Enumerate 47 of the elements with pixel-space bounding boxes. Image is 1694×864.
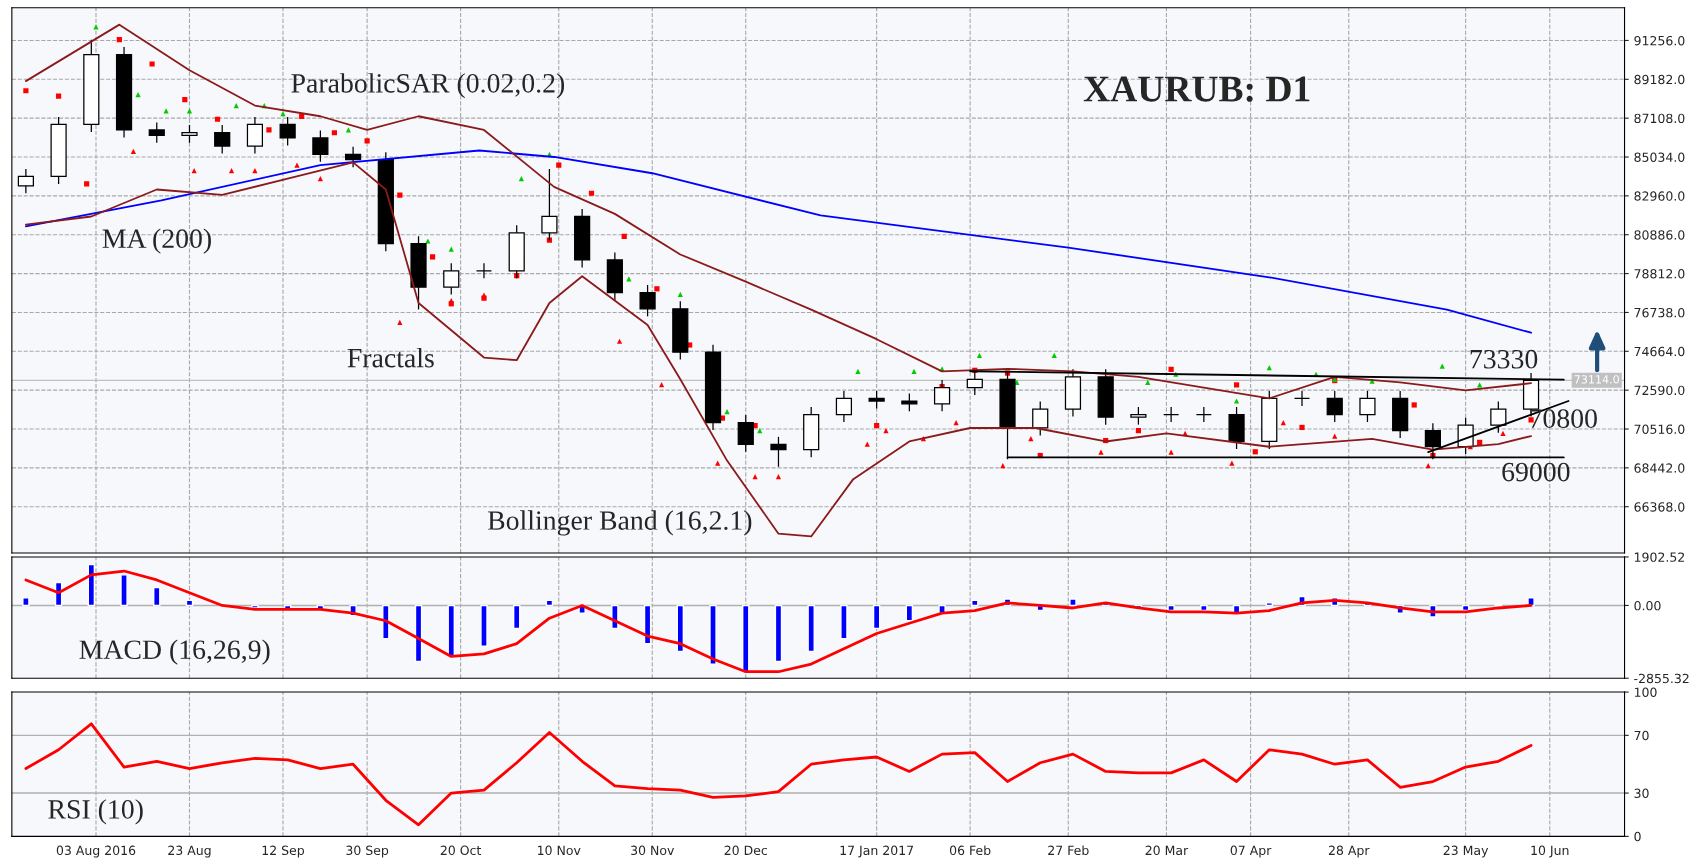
y-tick-label: -2855.32	[1634, 673, 1689, 684]
x-tick-label: 20 Mar	[1145, 845, 1189, 856]
y-tick-label: 100	[1634, 687, 1657, 697]
x-tick-label: 07 Apr	[1230, 845, 1272, 858]
y-tick-label: 82960.0	[1634, 191, 1685, 201]
y-tick-label: 80886.0	[1634, 230, 1685, 240]
y-tick-label: 70516.0	[1634, 424, 1685, 434]
text: XAURUB: D1	[1083, 76, 1310, 102]
ref-line-label: 73114.0	[1574, 375, 1619, 384]
x-tick-label: 20 Oct	[440, 845, 482, 856]
x-tick-label: 28 Apr	[1328, 845, 1370, 858]
x-tick-label: 20 Dec	[724, 845, 768, 856]
y-tick-label: 0.00	[1634, 600, 1661, 611]
y-tick-label: 30	[1634, 788, 1649, 798]
annotation: 70800	[1530, 409, 1597, 428]
x-tick-label: 03 Aug 2016	[56, 845, 136, 858]
y-tick-label: 87108.0	[1634, 113, 1685, 124]
x-tick-label: 23 Aug	[168, 845, 211, 858]
annotation: ParabolicSAR (0.02,0.2)	[291, 73, 565, 99]
y-tick-label: 66368.0	[1634, 502, 1685, 512]
annotation: MA (200)	[102, 228, 211, 254]
y-tick-label: 76738.0	[1634, 307, 1685, 318]
y-tick-label: 78812.0	[1634, 269, 1685, 279]
x-tick-label: 10 Jun	[1531, 845, 1569, 858]
y-tick-label: 70	[1634, 730, 1649, 741]
y-tick-label: 74664.0	[1634, 346, 1685, 357]
annotation: MACD (16,26,9)	[79, 639, 270, 665]
annotation: Fractals	[347, 347, 434, 368]
x-tick-label: 12 Sep	[262, 845, 305, 858]
x-tick-label: 27 Feb	[1048, 845, 1089, 856]
x-tick-label: 06 Feb	[949, 845, 991, 856]
y-tick-label: 68442.0	[1634, 463, 1685, 473]
x-tick-label: 30 Nov	[631, 845, 675, 856]
y-tick-label: 91256.0	[1634, 35, 1685, 46]
annotation: 69000	[1502, 462, 1570, 482]
y-tick-label: 72590.0	[1634, 385, 1685, 396]
x-tick-label: 23 May	[1443, 845, 1489, 858]
annotation: RSI (10)	[48, 799, 143, 825]
annotation: 73330	[1470, 349, 1538, 369]
y-tick-label: 89182.0	[1634, 74, 1685, 85]
x-tick-label: 30 Sep	[346, 845, 389, 858]
x-tick-label: 17 Jan 2017	[840, 845, 914, 858]
annotation: Bollinger Band (16,2.1)	[487, 510, 752, 536]
y-tick-label: 0	[1634, 831, 1641, 842]
y-tick-label: 1902.52	[1634, 552, 1685, 562]
x-tick-label: 10 Nov	[538, 845, 581, 856]
y-tick-label: 85034.0	[1634, 152, 1685, 162]
